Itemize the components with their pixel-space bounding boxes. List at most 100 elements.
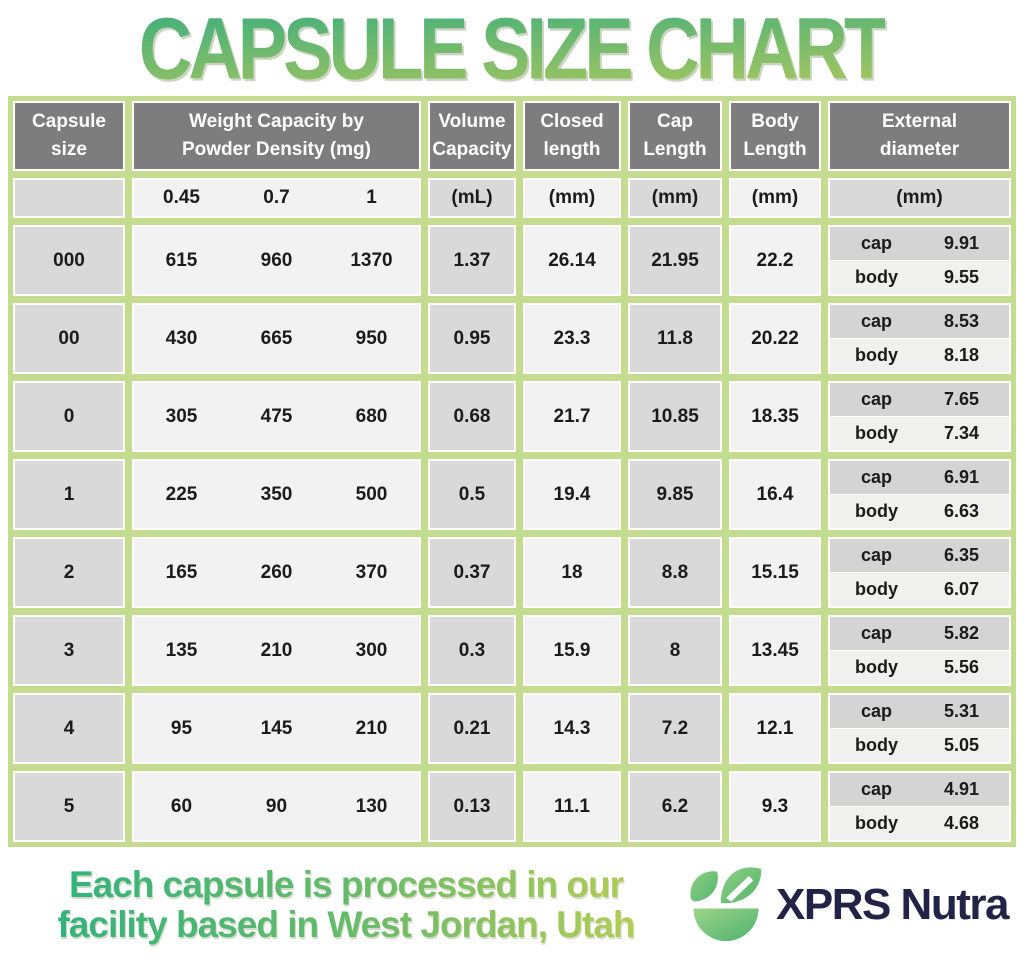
closed-length-cell: 26.14: [523, 225, 621, 296]
ext-body-value: 7.34: [943, 423, 979, 443]
weight-045-value: 60: [170, 795, 193, 817]
capsule-size-cell: 0: [13, 381, 125, 452]
weight-07-value: 665: [260, 327, 293, 349]
cap-length-cell: 7.2: [628, 693, 722, 764]
volume-capacity-cell: 0.5: [428, 459, 516, 530]
weight-07-value: 960: [260, 249, 293, 271]
external-body-row: body 5.56: [830, 651, 1009, 684]
body-length-cell: 18.35: [729, 381, 821, 452]
header-closed-length: Closed length: [523, 101, 621, 171]
page-title-text: CAPSULE SIZE CHART: [139, 0, 889, 98]
external-body-row: body 6.63: [830, 495, 1009, 528]
external-diameter-cell: cap 8.53 body 8.18: [828, 303, 1011, 374]
capsule-size-cell: 5: [13, 771, 125, 842]
external-cap-row: cap 9.91: [830, 227, 1009, 261]
closed-length-cell: 21.7: [523, 381, 621, 452]
external-body-row: body 7.34: [830, 417, 1009, 450]
subheader-body-unit: (mm): [729, 178, 821, 218]
weight-capacity-cell: 165 260 370: [132, 537, 421, 608]
ext-body-label: body: [855, 579, 899, 599]
closed-length-cell: 11.1: [523, 771, 621, 842]
weight-capacity-cell: 135 210 300: [132, 615, 421, 686]
external-cap-row: cap 4.91: [830, 773, 1009, 807]
weight-capacity-cell: 615 960 1370: [132, 225, 421, 296]
volume-capacity-cell: 0.95: [428, 303, 516, 374]
body-length-cell: 9.3: [729, 771, 821, 842]
closed-length-cell: 19.4: [523, 459, 621, 530]
footer: Each capsule is processed in our facilit…: [0, 849, 1024, 961]
capsule-size-cell: 00: [13, 303, 125, 374]
external-diameter-cell: cap 9.91 body 9.55: [828, 225, 1011, 296]
header-external-diameter: External diameter: [828, 101, 1011, 171]
capsule-size-cell: 000: [13, 225, 125, 296]
external-cap-row: cap 6.35: [830, 539, 1009, 573]
volume-capacity-cell: 0.21: [428, 693, 516, 764]
header-volume-capacity: Volume Capacity: [428, 101, 516, 171]
weight-capacity-cell: 225 350 500: [132, 459, 421, 530]
ext-cap-label: cap: [861, 467, 893, 487]
volume-capacity-cell: 0.37: [428, 537, 516, 608]
body-length-cell: 15.15: [729, 537, 821, 608]
ext-cap-value: 5.82: [943, 623, 979, 643]
closed-length-cell: 18: [523, 537, 621, 608]
weight-07-value: 90: [265, 795, 288, 817]
ext-body-label: body: [855, 423, 899, 443]
external-body-row: body 4.68: [830, 807, 1009, 840]
ext-cap-value: 4.91: [943, 779, 979, 799]
weight-1-value: 500: [355, 483, 388, 505]
external-diameter-cell: cap 7.65 body 7.34: [828, 381, 1011, 452]
capsule-size-cell: 2: [13, 537, 125, 608]
body-length-cell: 13.45: [729, 615, 821, 686]
cap-length-cell: 8.8: [628, 537, 722, 608]
subheader-density-values: 0.45 0.7 1: [132, 178, 421, 218]
header-cap-length: Cap Length: [628, 101, 722, 171]
weight-1-value: 680: [355, 405, 388, 427]
header-weight-capacity: Weight Capacity by Powder Density (mg): [132, 101, 421, 171]
cap-length-cell: 8: [628, 615, 722, 686]
weight-045-value: 225: [165, 483, 198, 505]
ext-cap-label: cap: [861, 701, 893, 721]
ext-body-value: 4.68: [943, 813, 979, 833]
tagline-line-2: facility based in West Jordan, Utah: [57, 904, 635, 945]
cap-length-cell: 11.8: [628, 303, 722, 374]
capsule-size-cell: 4: [13, 693, 125, 764]
closed-length-cell: 14.3: [523, 693, 621, 764]
subheader-external-unit: (mm): [828, 178, 1011, 218]
weight-1-value: 370: [355, 561, 388, 583]
external-cap-row: cap 7.65: [830, 383, 1009, 417]
ext-cap-value: 6.35: [943, 545, 979, 565]
subheader-capsule-size-empty: [13, 178, 125, 218]
brand-logo: XPRS Nutra: [670, 861, 1010, 949]
volume-capacity-cell: 0.13: [428, 771, 516, 842]
ext-cap-label: cap: [861, 779, 893, 799]
body-length-cell: 12.1: [729, 693, 821, 764]
tagline-line-1: Each capsule is processed in our: [68, 864, 624, 906]
cap-length-cell: 9.85: [628, 459, 722, 530]
subheader-cap-unit: (mm): [628, 178, 722, 218]
weight-07-value: 475: [260, 405, 293, 427]
ext-body-value: 5.05: [943, 735, 979, 755]
weight-045-value: 135: [165, 639, 198, 661]
weight-045-value: 95: [170, 717, 193, 739]
volume-capacity-cell: 1.37: [428, 225, 516, 296]
header-body-length: Body Length: [729, 101, 821, 171]
ext-cap-value: 9.91: [943, 233, 979, 253]
body-length-cell: 16.4: [729, 459, 821, 530]
weight-capacity-cell: 430 665 950: [132, 303, 421, 374]
external-diameter-cell: cap 6.91 body 6.63: [828, 459, 1011, 530]
capsule-size-cell: 1: [13, 459, 125, 530]
external-cap-row: cap 6.91: [830, 461, 1009, 495]
ext-body-value: 6.63: [943, 501, 979, 521]
capsule-size-cell: 3: [13, 615, 125, 686]
weight-07-value: 260: [260, 561, 293, 583]
ext-body-label: body: [855, 657, 899, 677]
external-diameter-cell: cap 5.82 body 5.56: [828, 615, 1011, 686]
external-body-row: body 6.07: [830, 573, 1009, 606]
cap-length-cell: 10.85: [628, 381, 722, 452]
closed-length-cell: 15.9: [523, 615, 621, 686]
ext-cap-value: 8.53: [943, 311, 979, 331]
weight-capacity-cell: 95 145 210: [132, 693, 421, 764]
ext-cap-label: cap: [861, 389, 893, 409]
weight-045-value: 165: [165, 561, 198, 583]
